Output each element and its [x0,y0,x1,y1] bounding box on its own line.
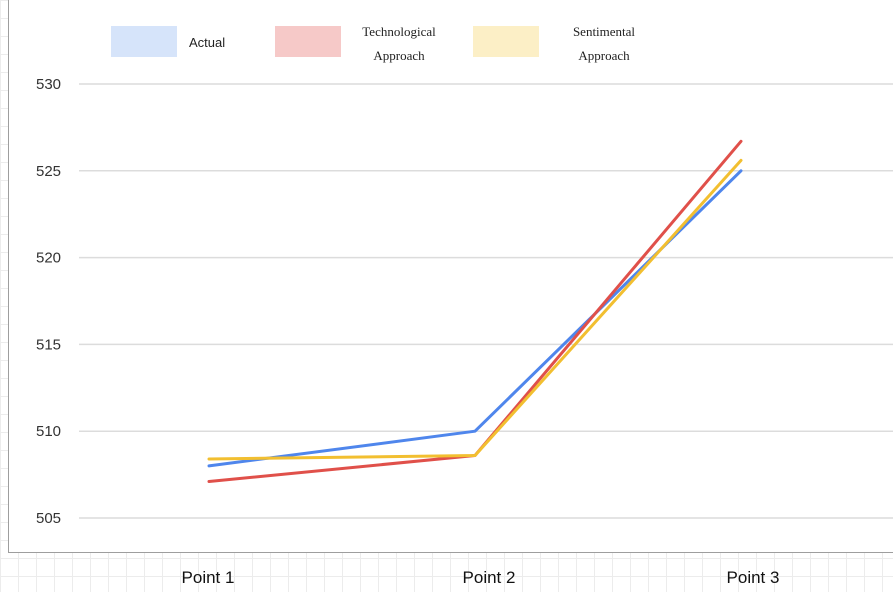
legend-label-actual: Actual [189,35,225,50]
x-tick-label-point-3: Point 3 [726,568,780,587]
x-tick-label-point-2: Point 2 [462,568,516,587]
legend-label-sentimental-approach-line-2: Approach [578,48,630,63]
y-tick-label-530: 530 [36,76,61,93]
series-line-sentimental-approach [207,158,743,461]
legend-swatch-technological-approach [275,26,341,57]
legend-label-sentimental-approach-line-1: Sentimental [573,24,635,39]
legend-swatch-actual [111,26,177,57]
legend-label-technological-approach-line-1: Technological [362,24,436,39]
y-tick-label-515: 515 [36,336,61,353]
legend-label-technological-approach-line-2: Approach [373,48,425,63]
y-tick-label-520: 520 [36,250,61,267]
y-tick-label-510: 510 [36,423,61,440]
chart-panel: 505 510 515 520 525 530 Actual Technological App… [8,0,893,553]
line-chart: 505 510 515 520 525 530 Actual Technological App… [36,24,893,527]
legend-swatch-sentimental-approach [473,26,539,57]
series-line-actual [207,169,743,468]
y-tick-label-505: 505 [36,510,61,527]
y-tick-label-525: 525 [36,163,61,180]
x-tick-label-point-1: Point 1 [181,568,235,587]
